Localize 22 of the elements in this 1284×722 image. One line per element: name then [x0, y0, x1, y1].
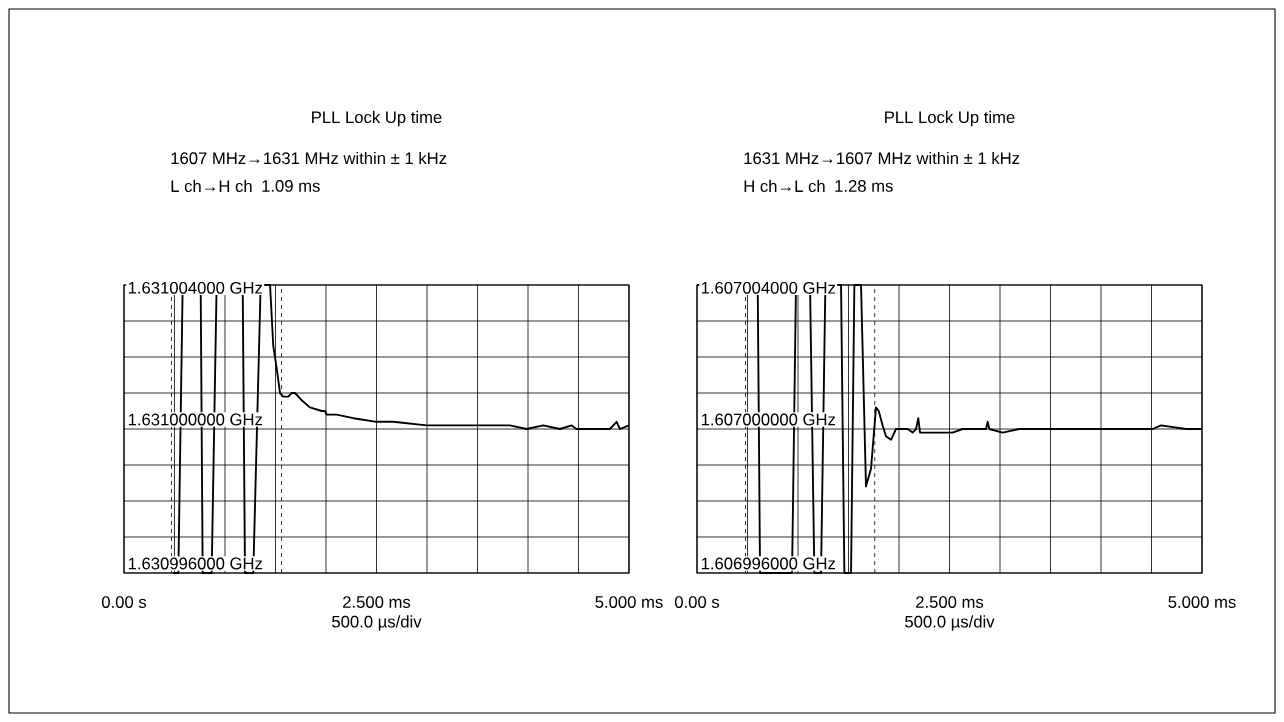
text: 1.09 ms: [262, 180, 320, 192]
chart-subtitle: 1631 MHz→1607 MHz within ± 1 kHz: [744, 151, 1020, 165]
chart-title: PLL Lock Up time: [312, 110, 442, 127]
x-tick-label: 2.500 ms: [916, 596, 984, 608]
text: L ch→H ch: [171, 179, 252, 193]
x-axis-title: 500.0 µs/div: [332, 615, 422, 631]
y-tick-label: 1.607004000 GHz: [701, 281, 836, 294]
x-axis-title: 500.0 µs/div: [905, 615, 995, 631]
text: 1.28 ms: [835, 180, 893, 192]
chart-title: PLL Lock Up time: [885, 110, 1015, 127]
x-tick-label: 5.000 ms: [595, 596, 663, 608]
x-tick-label: 0.00 s: [674, 596, 720, 608]
text: H ch→L ch: [744, 179, 825, 193]
x-tick-label: 0.00 s: [101, 596, 147, 608]
x-tick-label: 5.000 ms: [1168, 596, 1236, 608]
x-tick-label: 2.500 ms: [343, 596, 411, 608]
chart-subtitle: 1607 MHz→1631 MHz within ± 1 kHz: [171, 151, 447, 165]
y-tick-label: 1.631004000 GHz: [128, 281, 263, 294]
y-tick-label: 1.606996000 GHz: [701, 557, 836, 570]
y-tick-label: 1.631000000 GHz: [128, 413, 263, 426]
y-tick-label: 1.630996000 GHz: [128, 557, 263, 570]
y-tick-label: 1.607000000 GHz: [701, 413, 836, 426]
